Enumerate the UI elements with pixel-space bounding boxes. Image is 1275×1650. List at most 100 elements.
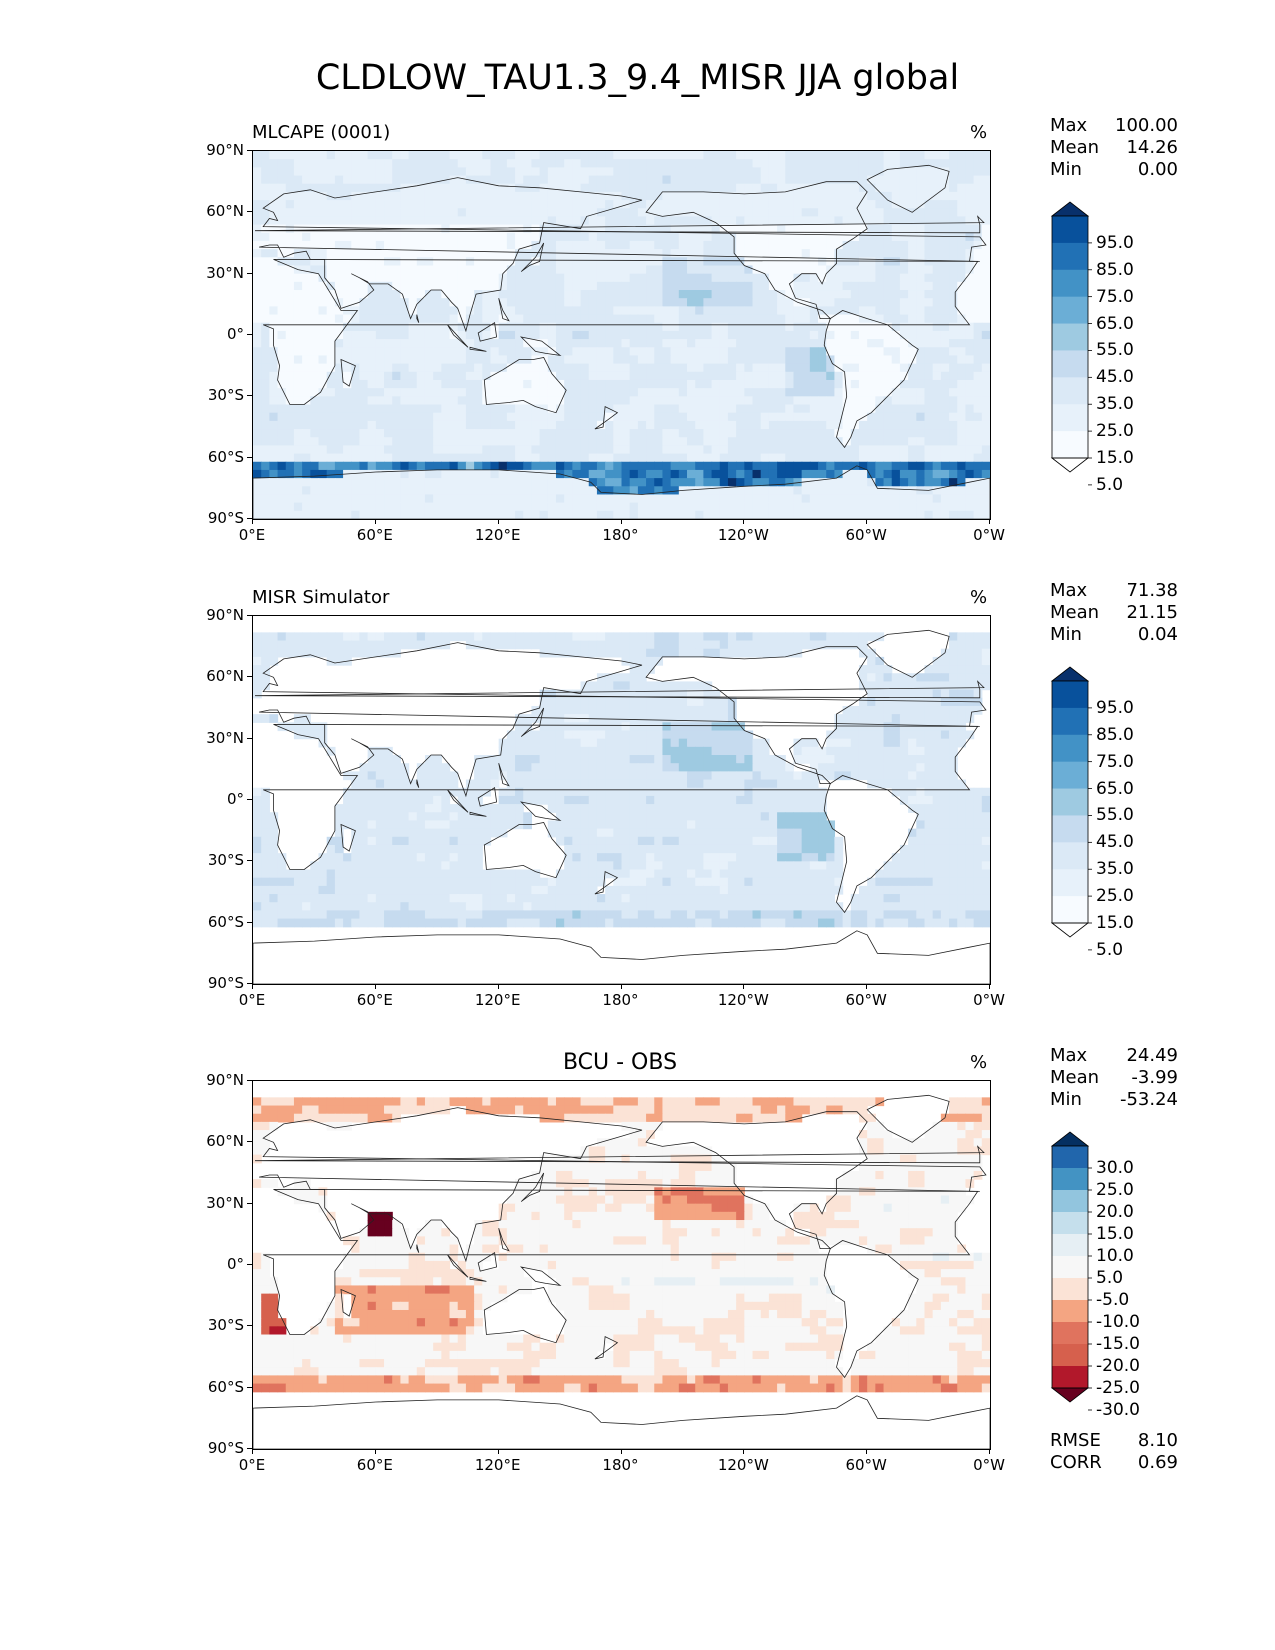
field-cell: [449, 510, 459, 519]
field-cell: [875, 273, 885, 283]
field-cell: [596, 330, 606, 340]
field-cell: [899, 208, 909, 218]
field-cell: [678, 208, 688, 218]
field-cell: [719, 322, 729, 332]
field-cell: [547, 640, 557, 650]
field-cell: [621, 339, 631, 348]
field-cell: [261, 159, 270, 168]
field-cell: [572, 510, 582, 519]
field-cell: [932, 339, 942, 348]
field-cell: [662, 224, 672, 234]
field-cell: [719, 396, 729, 406]
field-cell: [637, 216, 647, 226]
field-cell: [883, 714, 893, 723]
field-cell: [515, 755, 524, 764]
field-cell: [605, 159, 614, 168]
field-cell: [875, 290, 885, 299]
field-cell: [695, 502, 704, 512]
field-cell: [957, 388, 967, 397]
field-cell: [654, 396, 664, 406]
field-cell: [449, 771, 459, 781]
field-cell: [343, 240, 352, 250]
field-cell: [605, 363, 614, 373]
field-cell: [850, 167, 860, 177]
field-cell: [678, 705, 688, 715]
field-cell: [375, 502, 385, 512]
field-cell: [703, 249, 713, 258]
field-cell: [858, 306, 868, 316]
field-cell: [482, 167, 492, 177]
field-cell: [269, 714, 279, 723]
field-cell: [703, 265, 713, 275]
field-cell: [826, 478, 836, 487]
field-cell: [588, 363, 598, 373]
field-cell: [547, 396, 557, 406]
field-cell: [613, 379, 623, 389]
field-cell: [899, 689, 909, 699]
field-cell: [326, 648, 336, 658]
field-cell: [646, 306, 655, 316]
field-cell: [654, 200, 664, 209]
field-cell: [949, 469, 958, 479]
field-cell: [916, 388, 926, 397]
field-cell: [285, 232, 295, 242]
field-cell: [744, 632, 754, 642]
field-cell: [596, 486, 606, 496]
field-cell: [924, 755, 934, 764]
field-cell: [334, 347, 344, 357]
field-cell: [973, 249, 983, 258]
field-cell: [392, 510, 401, 519]
field-cell: [261, 273, 270, 283]
field-cell: [924, 705, 934, 715]
field-cell: [424, 191, 434, 201]
field-cell: [580, 379, 590, 389]
field-cell: [727, 396, 737, 406]
field-cell: [899, 738, 909, 748]
field-cell: [687, 371, 696, 381]
field-cell: [924, 478, 934, 487]
field-cell: [760, 746, 770, 756]
field-cell: [605, 673, 614, 683]
field-cell: [826, 175, 836, 185]
field-cell: [703, 216, 713, 226]
field-cell: [940, 689, 950, 699]
field-cell: [777, 502, 786, 512]
field-cell: [858, 478, 868, 487]
field-cell: [981, 469, 990, 479]
field-cell: [523, 249, 533, 258]
colorbar-segment: [1052, 296, 1088, 325]
field-cell: [940, 306, 950, 316]
field-cell: [539, 208, 549, 218]
coastline: [263, 259, 979, 405]
field-cell: [662, 379, 672, 389]
field-cell: [654, 314, 664, 324]
field-cell: [826, 159, 836, 168]
field-cell: [965, 486, 975, 496]
field-cell: [834, 502, 844, 512]
field-cell: [711, 429, 721, 438]
field-cell: [351, 314, 361, 324]
field-cell: [269, 648, 279, 658]
field-cell: [842, 290, 852, 299]
field-cell: [596, 183, 606, 193]
field-cell: [457, 453, 467, 463]
field-cell: [867, 281, 876, 291]
field-cell: [359, 216, 369, 226]
field-cell: [334, 224, 344, 234]
field-cell: [858, 290, 868, 299]
field-cell: [343, 437, 352, 446]
field-cell: [875, 396, 885, 406]
field-cell: [490, 510, 500, 519]
field-cell: [433, 379, 442, 389]
field-cell: [449, 347, 459, 357]
field-cell: [736, 167, 745, 177]
field-cell: [940, 429, 950, 438]
field-cell: [588, 175, 598, 185]
field-cell: [490, 306, 500, 316]
field-cell: [621, 461, 631, 471]
field-cell: [940, 273, 950, 283]
field-cell: [253, 257, 262, 267]
field-cell: [646, 640, 655, 650]
field-cell: [678, 224, 688, 234]
field-cell: [302, 355, 311, 365]
